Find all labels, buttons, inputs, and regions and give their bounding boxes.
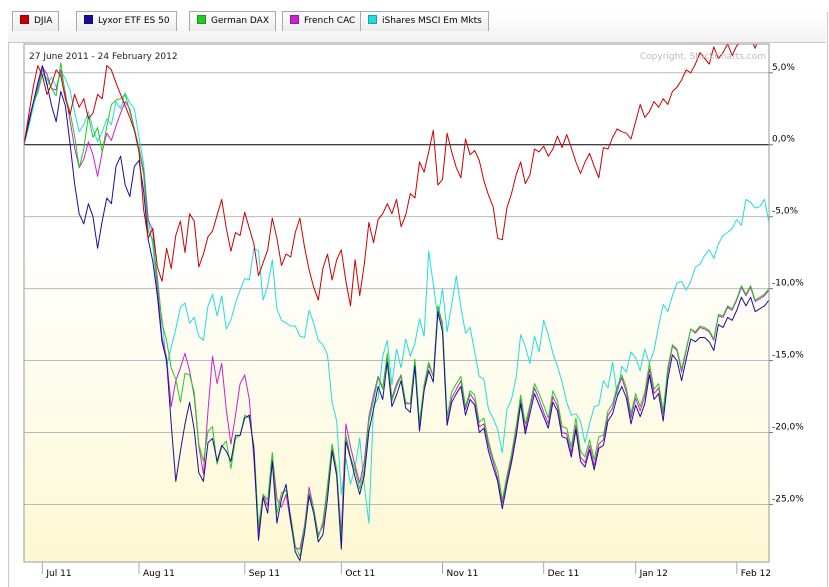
x-tick-label: Nov 11 <box>446 569 478 579</box>
legend-label: French CAC <box>304 16 356 26</box>
x-tick-label: Oct 11 <box>345 569 375 579</box>
legend-item-ishares-msci-em-mkts[interactable]: iShares MSCI Em Mkts <box>360 11 489 31</box>
x-tick-label: Aug 11 <box>143 569 175 579</box>
copyright-label: Copyright, StockCharts.com <box>640 52 766 62</box>
plot-area <box>24 44 769 562</box>
date-range-label: 27 June 2011 - 24 February 2012 <box>29 52 178 62</box>
legend-swatch <box>368 14 377 24</box>
legend-label: iShares MSCI Em Mkts <box>382 16 482 26</box>
legend-item-french-cac[interactable]: French CAC <box>282 11 363 31</box>
y-tick-label: -20,0% <box>772 423 804 433</box>
series-line-lyxor-etf-es-50 <box>24 65 769 562</box>
y-tick-label: 0,0% <box>772 135 795 145</box>
legend-swatch <box>197 14 206 24</box>
legend-swatch <box>84 14 93 24</box>
series-line-djia <box>24 44 758 307</box>
x-tick-label: Dec 11 <box>548 569 580 579</box>
x-tick-label: Sep 11 <box>249 569 280 579</box>
legend-swatch <box>290 14 299 24</box>
x-tick-label: Jan 12 <box>639 569 668 579</box>
x-tick-label: Jul 11 <box>45 569 71 579</box>
legend-label: Lyxor ETF ES 50 <box>98 16 170 26</box>
y-tick-label: -15,0% <box>772 351 804 361</box>
legend-item-djia[interactable]: DJIA <box>12 11 60 31</box>
y-tick-label: -25,0% <box>772 494 804 504</box>
legend-label: DJIA <box>34 16 53 26</box>
y-tick-label: 5,0% <box>772 63 795 73</box>
plot-border <box>23 43 770 563</box>
x-tick-label: Feb 12 <box>741 569 771 579</box>
legend-label: German DAX <box>211 16 269 26</box>
legend-item-german-dax[interactable]: German DAX <box>189 11 276 31</box>
legend-item-lyxor-etf-es-50[interactable]: Lyxor ETF ES 50 <box>76 11 177 31</box>
y-tick-label: -10,0% <box>772 279 804 289</box>
y-tick-label: -5,0% <box>772 207 799 217</box>
series-line-german-dax <box>24 62 769 557</box>
legend-swatch <box>20 14 29 24</box>
